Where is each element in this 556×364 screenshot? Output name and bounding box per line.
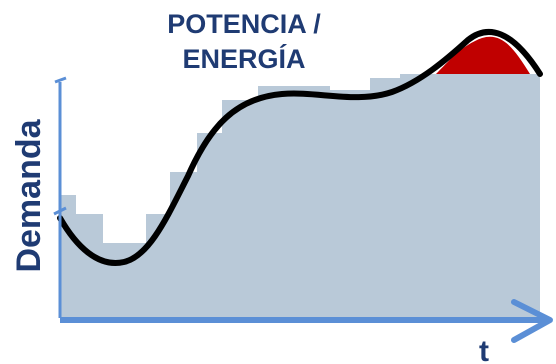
y-axis-cap [54, 76, 67, 84]
demand-curve [57, 29, 543, 266]
title-line-2: ENERGÍA [182, 43, 305, 74]
energy-steps [60, 74, 540, 318]
x-axis-label: t [479, 335, 489, 364]
peak-excess-area [436, 36, 530, 74]
y-axis-label: Demanda [10, 118, 48, 272]
title-line-1: POTENCIA / [167, 9, 321, 39]
y-axis-tick [53, 206, 67, 216]
x-axis-arrowhead-icon [511, 299, 553, 343]
